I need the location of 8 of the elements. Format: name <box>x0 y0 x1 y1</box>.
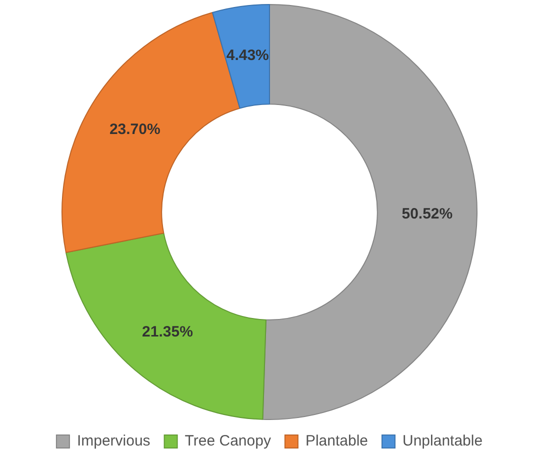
data-label: 21.35% <box>142 323 193 340</box>
legend-label: Plantable <box>305 432 368 450</box>
data-label: 50.52% <box>402 206 453 223</box>
legend-label: Tree Canopy <box>184 432 272 450</box>
data-label: 4.43% <box>226 46 269 64</box>
legend-label: Impervious <box>76 432 150 450</box>
data-label: 23.70% <box>109 120 160 138</box>
legend-label: Unplantable <box>402 432 483 450</box>
